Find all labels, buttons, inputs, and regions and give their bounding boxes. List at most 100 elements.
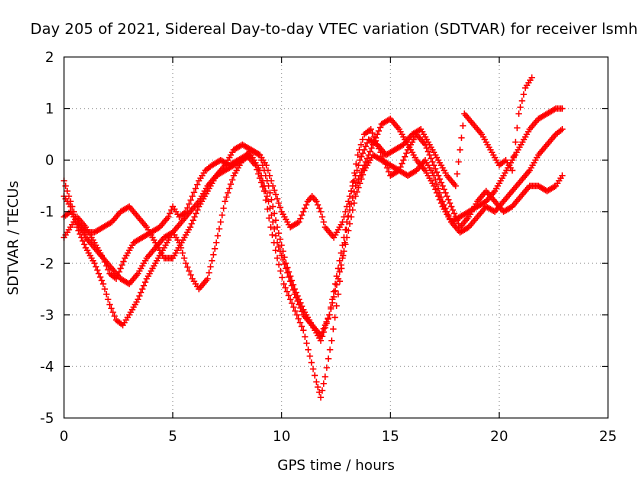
data-point [334,291,342,298]
data-point [103,291,110,298]
data-point [118,261,126,269]
data-point [326,311,333,319]
y-tick-label: -3 [40,308,54,324]
data-point [510,153,518,160]
data-point [313,378,320,386]
data-point [374,131,381,138]
data-point [280,280,287,288]
x-tick-label: 25 [599,429,617,445]
data-point [139,285,146,293]
data-point [443,193,451,200]
data-point [336,257,343,264]
data-point [352,172,359,179]
data-point [288,277,295,284]
data-point [68,203,76,210]
data-point [136,292,143,300]
data-point [401,153,409,160]
data-point [346,206,353,214]
data-point [205,269,213,276]
data-point [214,232,221,239]
data-point [520,91,527,98]
data-point [104,296,112,303]
data-point [518,97,526,105]
data-point [445,196,452,203]
data-point [282,260,290,267]
data-point [333,272,340,280]
data-point [559,126,566,133]
data-point [430,162,438,169]
data-point [262,187,269,195]
data-point [385,168,392,175]
data-point [325,355,332,362]
data-point [458,134,465,141]
data-point [211,245,219,252]
data-point [336,268,343,276]
data-point [227,181,235,188]
data-point [295,315,302,322]
data-point [345,212,352,220]
data-point [363,155,371,162]
data-point [223,193,230,201]
data-point [185,267,193,275]
data-point [436,175,443,183]
data-point [274,239,281,246]
data-point [356,156,364,164]
y-tick-label: 0 [45,153,54,169]
data-point [453,170,461,178]
data-point [436,196,443,203]
data-point [437,179,445,186]
data-point [142,278,149,286]
data-point [314,201,322,209]
data-point [191,213,198,221]
data-point [439,182,446,190]
data-point [263,193,271,200]
data-point [451,210,458,217]
data-point [513,124,521,132]
data-point [281,260,288,268]
data-point [340,213,348,221]
data-point [398,160,406,167]
data-point [430,172,438,179]
data-point [442,189,449,197]
data-point [357,141,365,148]
data-point [306,352,314,360]
data-point [432,176,439,184]
data-point [264,167,272,174]
data-point [328,337,335,344]
data-point [81,241,88,248]
data-point [403,150,410,157]
data-point [271,210,278,217]
data-point [75,227,82,234]
data-point [349,182,356,190]
data-point [189,217,197,224]
data-point [279,248,287,255]
data-point [515,110,522,117]
y-tick-label: -5 [40,411,54,427]
data-point [64,187,71,195]
data-point [287,272,294,280]
data-point [276,236,284,243]
data-point [366,148,374,155]
data-point [259,183,266,190]
data-point [297,215,304,222]
data-point [330,288,338,295]
data-point [295,296,303,303]
data-point [355,162,362,169]
data-point [512,138,519,146]
data-point [269,203,277,210]
data-point [189,193,196,200]
data-point [459,122,467,129]
data-point [208,257,216,264]
data-point [284,264,291,271]
data-point [285,292,292,299]
data-point [316,205,323,212]
data-point [192,185,199,192]
data-point [300,327,307,334]
data-point [320,380,327,387]
data-point [106,301,113,308]
data-point [429,158,436,166]
data-point [332,280,339,288]
data-point [309,365,317,373]
data-point [166,210,174,217]
